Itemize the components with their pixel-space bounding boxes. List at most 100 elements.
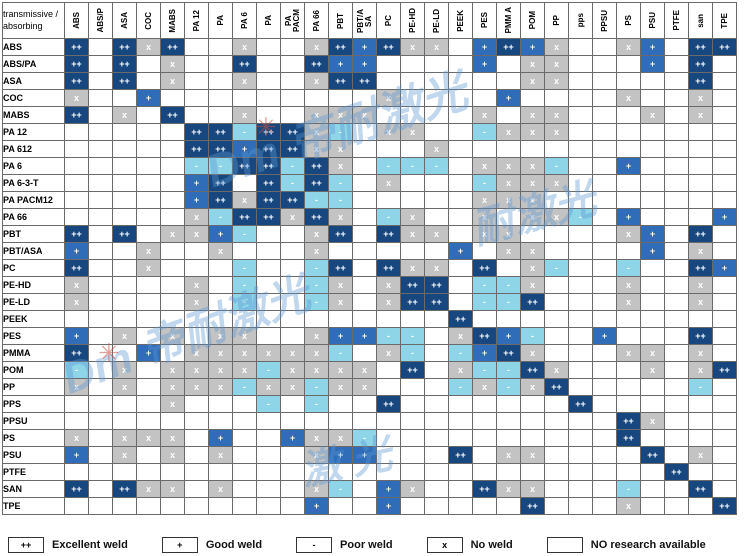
matrix-cell: [280, 89, 305, 107]
matrix-cell: [376, 378, 401, 396]
matrix-cell: x: [472, 208, 497, 226]
material-row-pes: PES + x x x x x + + - - x ++ + - + ++: [2, 327, 737, 345]
legend-item-no-research-available: NO research available: [546, 537, 706, 553]
matrix-cell: [640, 157, 665, 175]
matrix-cell: [208, 55, 233, 73]
matrix-cell: [160, 123, 185, 141]
matrix-cell: [520, 310, 545, 328]
matrix-cell: [592, 123, 617, 141]
matrix-cell: x: [496, 242, 521, 260]
matrix-cell: x: [208, 446, 233, 464]
matrix-cell: x: [232, 344, 257, 362]
matrix-cell: -: [232, 225, 257, 243]
matrix-cell: [592, 344, 617, 362]
matrix-cell: [448, 157, 473, 175]
matrix-cell: [352, 208, 377, 226]
column-header-pe-ld: PE-LD: [424, 2, 449, 39]
matrix-cell: ++: [256, 208, 281, 226]
matrix-cell: ++: [424, 293, 449, 311]
matrix-cell: [592, 72, 617, 90]
matrix-cell: x: [688, 344, 713, 362]
matrix-cell: ++: [712, 361, 737, 379]
matrix-cell: [184, 395, 209, 413]
column-header-label: PA PACM: [283, 9, 301, 32]
matrix-cell: [712, 72, 737, 90]
matrix-cell: +: [232, 140, 257, 158]
matrix-cell: x: [208, 344, 233, 362]
column-header-ppsu: PPSU: [592, 2, 617, 39]
matrix-cell: ++: [472, 259, 497, 277]
matrix-cell: x: [424, 259, 449, 277]
matrix-cell: [88, 395, 113, 413]
matrix-cell: x: [304, 446, 329, 464]
matrix-cell: [568, 55, 593, 73]
matrix-cell: [568, 378, 593, 396]
matrix-cell: [208, 72, 233, 90]
matrix-cell: -: [616, 259, 641, 277]
matrix-cell: [88, 55, 113, 73]
matrix-cell: [88, 480, 113, 498]
matrix-cell: [664, 276, 689, 294]
matrix-cell: [664, 123, 689, 141]
row-label: COC: [2, 89, 65, 107]
matrix-cell: [424, 72, 449, 90]
matrix-cell: [376, 412, 401, 430]
matrix-cell: [664, 344, 689, 362]
row-label: PA 6-3-T: [2, 174, 65, 192]
matrix-cell: [376, 72, 401, 90]
matrix-cell: [136, 293, 161, 311]
matrix-cell: -: [448, 378, 473, 396]
matrix-cell: ++: [112, 225, 137, 243]
matrix-cell: [688, 463, 713, 481]
matrix-cell: x: [184, 344, 209, 362]
matrix-cell: x: [616, 89, 641, 107]
matrix-cell: [184, 446, 209, 464]
matrix-cell: [640, 327, 665, 345]
weld-compatibility-table: transmissive / absorbing ABS ABS/P ASA COC M…: [2, 2, 737, 515]
matrix-cell: [112, 293, 137, 311]
matrix-cell: [280, 446, 305, 464]
matrix-cell: x: [520, 72, 545, 90]
matrix-cell: x: [688, 361, 713, 379]
matrix-cell: [256, 497, 281, 515]
matrix-cell: [232, 463, 257, 481]
column-header-san: san: [688, 2, 713, 39]
matrix-cell: x: [400, 480, 425, 498]
matrix-cell: -: [256, 395, 281, 413]
matrix-cell: +: [616, 208, 641, 226]
matrix-cell: [592, 310, 617, 328]
matrix-cell: [136, 208, 161, 226]
matrix-cell: -: [304, 293, 329, 311]
row-label: PES: [2, 327, 65, 345]
matrix-cell: [592, 395, 617, 413]
matrix-cell: [616, 72, 641, 90]
matrix-cell: x: [184, 276, 209, 294]
matrix-cell: [448, 429, 473, 447]
matrix-cell: -: [568, 208, 593, 226]
matrix-cell: [280, 497, 305, 515]
matrix-cell: [352, 191, 377, 209]
matrix-cell: [640, 463, 665, 481]
matrix-cell: x: [376, 89, 401, 107]
matrix-cell: [112, 310, 137, 328]
matrix-cell: ++: [328, 225, 353, 243]
column-header-label: PES: [479, 12, 489, 29]
matrix-cell: -: [328, 480, 353, 498]
matrix-cell: [424, 208, 449, 226]
matrix-cell: [424, 123, 449, 141]
matrix-cell: [112, 157, 137, 175]
matrix-cell: +: [376, 497, 401, 515]
matrix-cell: [712, 378, 737, 396]
matrix-cell: [184, 38, 209, 56]
matrix-cell: x: [328, 106, 353, 124]
matrix-cell: ++: [256, 140, 281, 158]
matrix-cell: x: [640, 361, 665, 379]
matrix-cell: ++: [256, 174, 281, 192]
column-header-label: ABS: [71, 12, 81, 29]
matrix-cell: [472, 497, 497, 515]
legend-swatch: -: [296, 537, 333, 553]
matrix-cell: [640, 429, 665, 447]
column-header-pa-pacm: PA PACM: [280, 2, 305, 39]
matrix-cell: ++: [160, 106, 185, 124]
matrix-cell: ++: [328, 38, 353, 56]
